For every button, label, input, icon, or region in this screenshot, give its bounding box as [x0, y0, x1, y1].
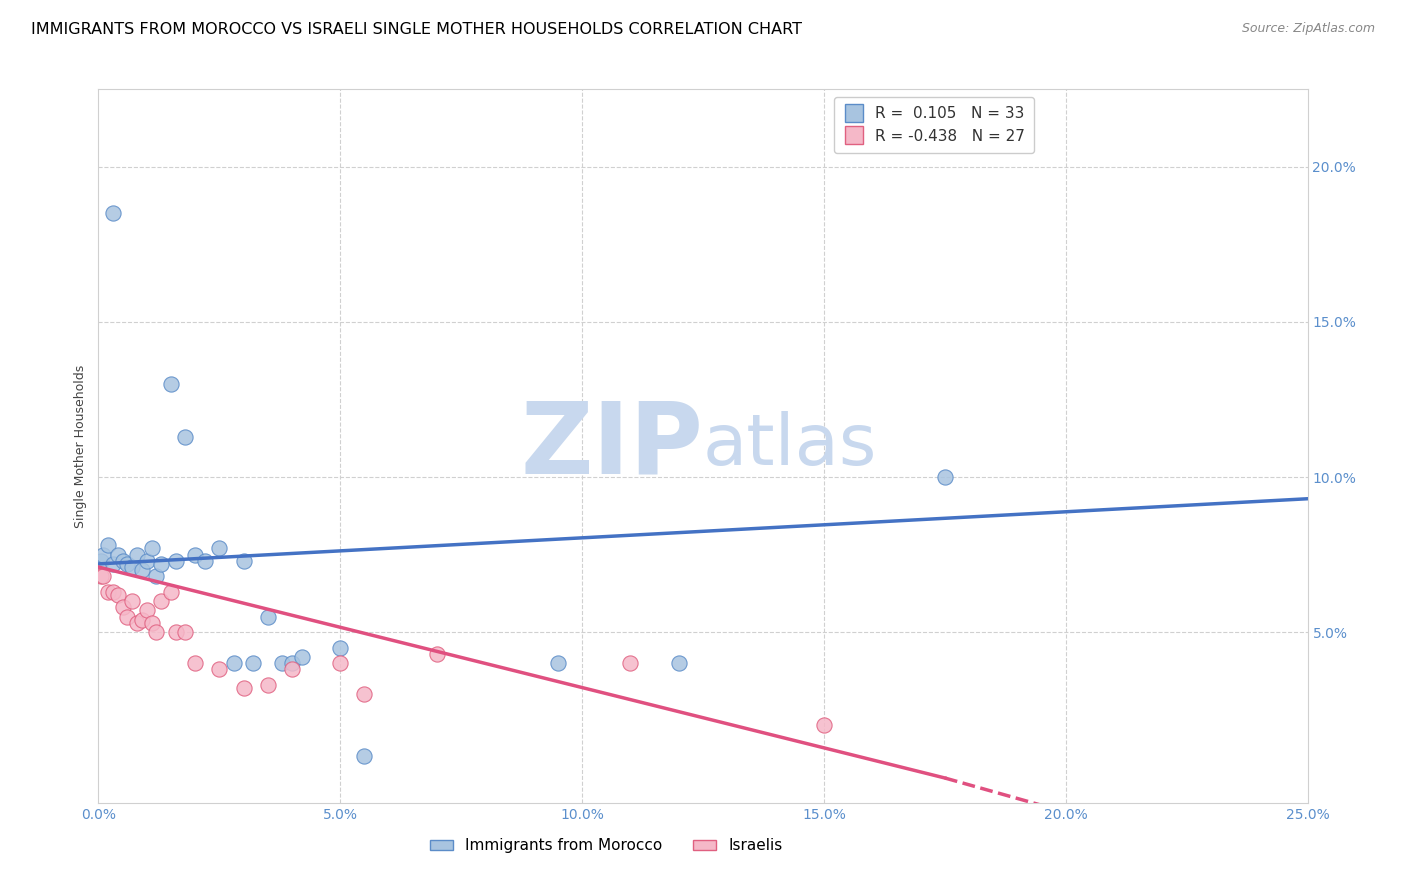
Point: [91, 569, 114, 583]
Point: [934, 470, 956, 484]
Point: [329, 656, 352, 670]
Point: [194, 554, 217, 568]
Point: [121, 560, 143, 574]
Point: [329, 640, 352, 655]
Text: ZIP: ZIP: [520, 398, 703, 494]
Point: [111, 600, 134, 615]
Point: [101, 584, 124, 599]
Point: [145, 569, 167, 583]
Point: [232, 554, 254, 568]
Point: [131, 563, 153, 577]
Point: [271, 656, 294, 670]
Point: [150, 557, 173, 571]
Point: [426, 647, 449, 661]
Point: [353, 749, 375, 764]
Point: [121, 594, 143, 608]
Point: [242, 656, 264, 670]
Point: [165, 625, 187, 640]
Point: [184, 656, 207, 670]
Point: [90, 569, 112, 583]
Point: [141, 615, 163, 630]
Point: [107, 548, 129, 562]
Text: Source: ZipAtlas.com: Source: ZipAtlas.com: [1241, 22, 1375, 36]
Point: [160, 584, 183, 599]
Point: [256, 678, 278, 692]
Point: [256, 609, 278, 624]
Point: [97, 538, 120, 552]
Point: [174, 625, 197, 640]
Point: [150, 594, 173, 608]
Point: [281, 662, 304, 676]
Point: [290, 650, 312, 665]
Point: [91, 548, 114, 562]
Point: [668, 656, 690, 670]
Point: [127, 615, 149, 630]
Point: [813, 718, 835, 732]
Point: [111, 554, 134, 568]
Point: [145, 625, 167, 640]
Point: [160, 376, 183, 391]
Point: [353, 687, 375, 701]
Y-axis label: Single Mother Households: Single Mother Households: [75, 364, 87, 528]
Text: atlas: atlas: [703, 411, 877, 481]
Legend: Immigrants from Morocco, Israelis: Immigrants from Morocco, Israelis: [425, 832, 789, 859]
Point: [184, 548, 207, 562]
Point: [101, 557, 124, 571]
Point: [141, 541, 163, 556]
Point: [174, 430, 197, 444]
Point: [117, 609, 139, 624]
Point: [127, 548, 149, 562]
Point: [101, 206, 124, 220]
Point: [107, 588, 129, 602]
Point: [547, 656, 569, 670]
Point: [208, 662, 231, 676]
Point: [232, 681, 254, 695]
Point: [222, 656, 245, 670]
Point: [97, 584, 120, 599]
Point: [131, 613, 153, 627]
Point: [90, 554, 112, 568]
Point: [117, 557, 139, 571]
Point: [619, 656, 641, 670]
Point: [208, 541, 231, 556]
Text: IMMIGRANTS FROM MOROCCO VS ISRAELI SINGLE MOTHER HOUSEHOLDS CORRELATION CHART: IMMIGRANTS FROM MOROCCO VS ISRAELI SINGL…: [31, 22, 801, 37]
Point: [281, 656, 304, 670]
Point: [165, 554, 187, 568]
Point: [135, 554, 157, 568]
Point: [135, 603, 157, 617]
